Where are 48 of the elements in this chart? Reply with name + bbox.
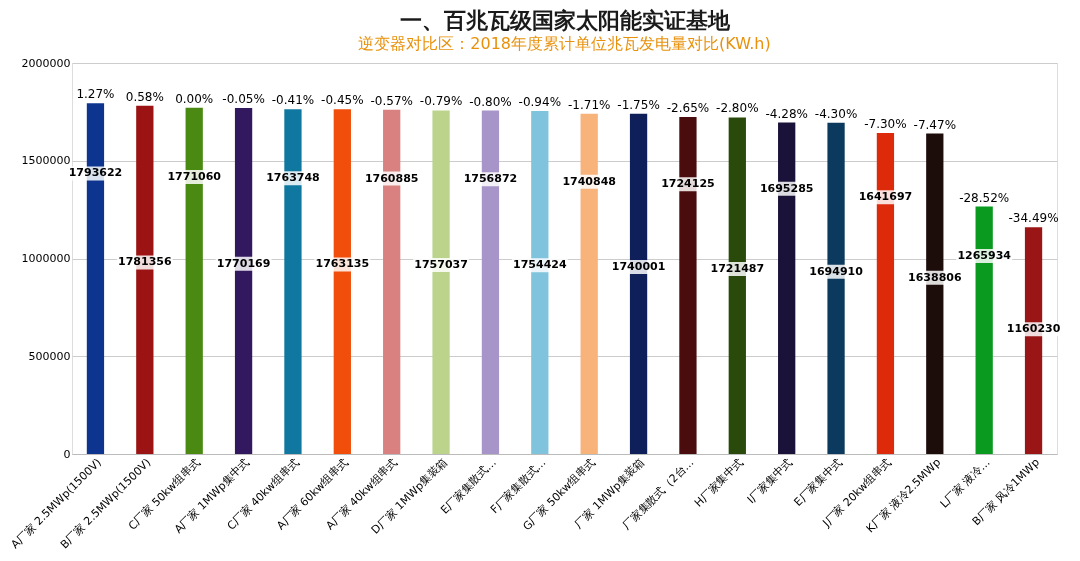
y-tick-label: 0 xyxy=(63,447,71,461)
data-label: 1694910 xyxy=(809,264,864,278)
annotation: -4.30% xyxy=(814,106,858,121)
annotation: -2.80% xyxy=(716,101,759,116)
data-label: 1638806 xyxy=(908,270,962,284)
y-tick-label: 1500000 xyxy=(21,154,71,168)
data-label: 1757037 xyxy=(414,258,468,272)
annotation: -28.52% xyxy=(959,190,1010,205)
annotation: -7.47% xyxy=(913,117,957,132)
annotation: -1.71% xyxy=(567,97,611,112)
data-label: 1763748 xyxy=(266,171,320,185)
y-tick-label: 1000000 xyxy=(21,252,71,265)
data-label: 1781356 xyxy=(118,255,172,269)
chart-subtitle: 逆变器对比区：2018年度累计单位兆瓦发电量对比(KW.h) xyxy=(358,34,771,53)
annotation: 0.00% xyxy=(175,91,214,106)
chart-title: 一、百兆瓦级国家太阳能实证基地 xyxy=(399,8,731,33)
data-label: 1695285 xyxy=(759,181,814,195)
data-label: 1754424 xyxy=(513,258,567,272)
annotation: -0.80% xyxy=(469,94,512,109)
annotation: -0.05% xyxy=(222,91,265,106)
annotation: -2.65% xyxy=(666,100,710,115)
data-label: 1740848 xyxy=(562,174,616,188)
annotation: -0.79% xyxy=(419,94,463,109)
annotation: -0.57% xyxy=(370,93,413,108)
data-label: 1721487 xyxy=(710,261,765,275)
data-label: 1724125 xyxy=(661,177,715,191)
data-label: 1763135 xyxy=(315,257,370,271)
data-label: 1265934 xyxy=(957,249,1012,263)
annotation: -0.41% xyxy=(271,93,315,108)
annotation: -1.75% xyxy=(617,97,660,112)
data-label: 1641697 xyxy=(858,190,913,204)
data-label: 1793622 xyxy=(68,166,123,180)
data-label: 1740001 xyxy=(611,259,666,273)
data-label: 1760885 xyxy=(364,171,419,185)
y-tick-label: 500000 xyxy=(28,349,71,363)
x-tick-label: H厂家集中式 xyxy=(691,455,746,510)
annotation: -34.49% xyxy=(1008,211,1059,226)
annotation: -0.94% xyxy=(518,95,562,110)
data-label: 1770169 xyxy=(216,256,271,270)
annotation: 0.58% xyxy=(125,89,164,104)
data-label: 1756872 xyxy=(463,172,518,186)
data-label: 1771060 xyxy=(167,170,222,184)
annotation: -0.45% xyxy=(321,93,364,108)
data-label: 1160230 xyxy=(1006,322,1061,336)
annotation: -4.28% xyxy=(765,106,808,121)
y-tick-label: 2000000 xyxy=(21,56,71,70)
annotation: 1.27% xyxy=(76,87,115,102)
annotation: -7.30% xyxy=(864,117,907,132)
